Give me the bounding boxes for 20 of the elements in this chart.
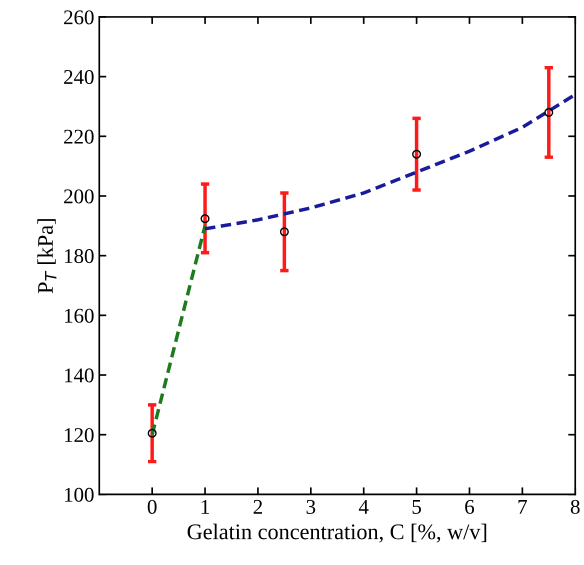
x-tick-label: 0 (148, 500, 157, 514)
x-axis-title: Gelatin concentration, C [%, w/v] (188, 524, 486, 543)
y-tick-label: 220 (64, 130, 94, 144)
x-tick-label: 3 (306, 500, 316, 514)
x-tick-label: 1 (202, 500, 210, 514)
x-tick-label: 6 (465, 500, 474, 514)
y-tick-label: 100 (65, 488, 94, 502)
y-tick-label: 160 (65, 308, 94, 323)
x-tick-label: 5 (412, 500, 421, 514)
y-tick-label: 180 (65, 249, 94, 264)
y-tick-label: 140 (65, 368, 94, 382)
x-tick-label: 8 (570, 500, 580, 514)
x-tick-label: 7 (518, 500, 527, 514)
x-tick-label: 2 (254, 500, 262, 514)
y-tick-label: 200 (64, 189, 94, 204)
y-axis-title: P$_{T}$ [kPa] (37, 219, 56, 294)
y-tick-label: 240 (64, 70, 94, 84)
x-tick-label: 4 (358, 500, 369, 514)
y-tick-label: 260 (64, 10, 94, 24)
y-tick-label: 120 (65, 428, 94, 442)
